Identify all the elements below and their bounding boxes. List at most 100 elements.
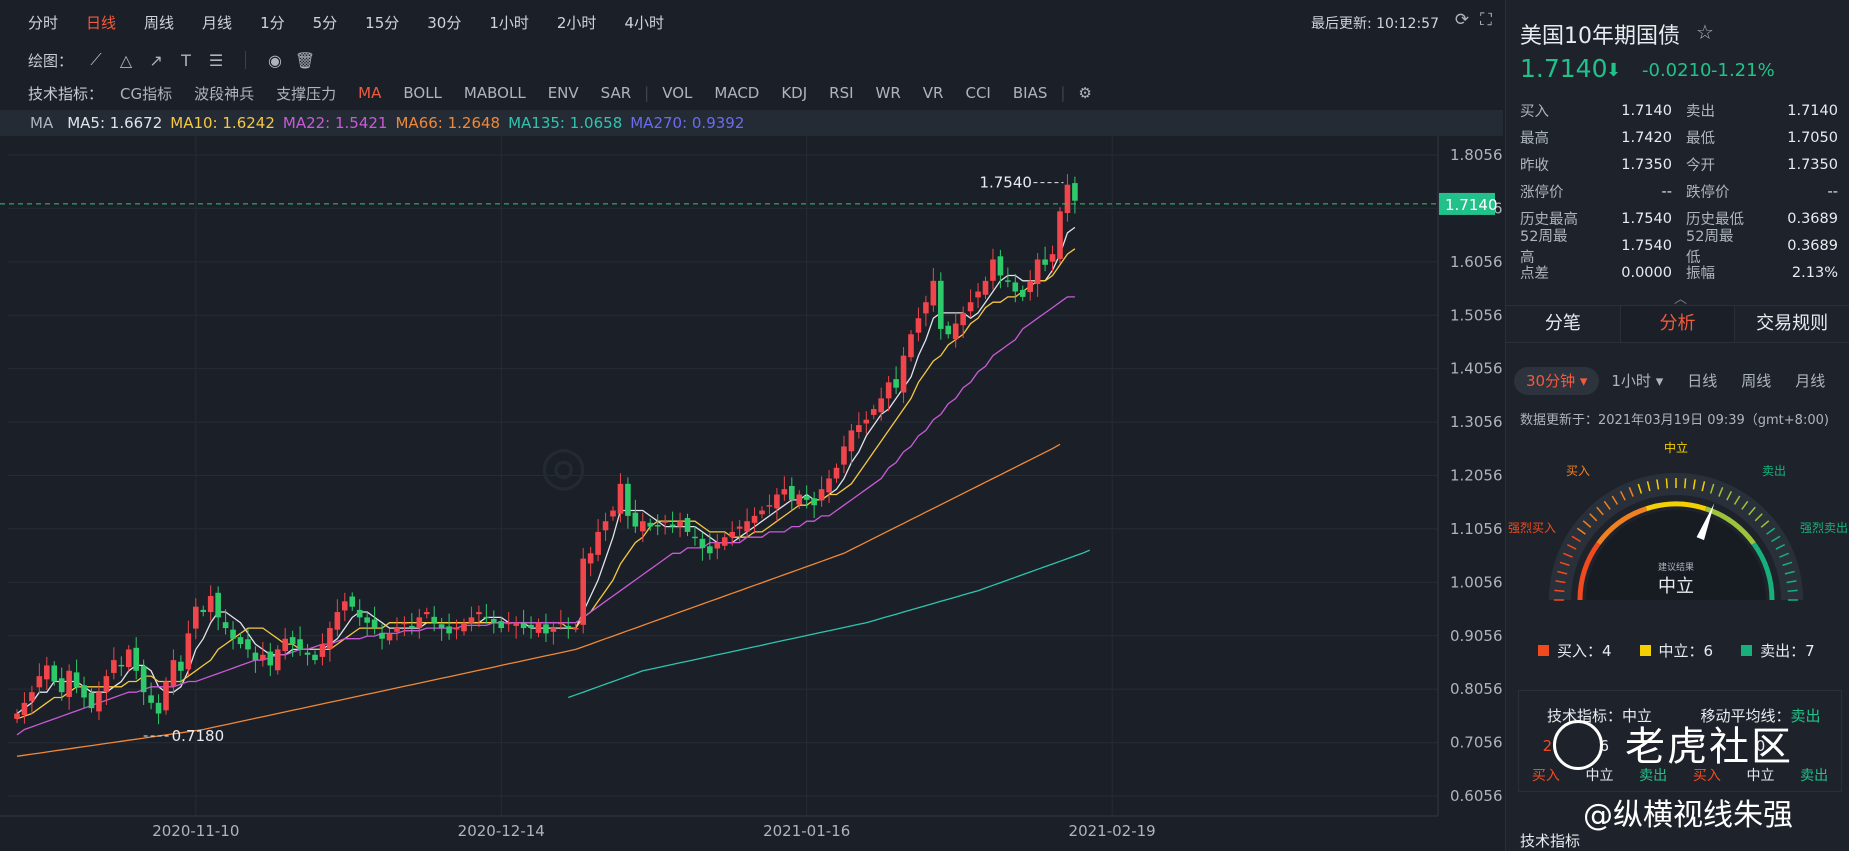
ma-line-ma135 — [568, 549, 1091, 699]
text-tool-icon[interactable]: T — [181, 50, 191, 70]
indicator-7[interactable]: SAR — [600, 84, 632, 102]
sub-indicator-7[interactable]: BIAS — [1012, 84, 1048, 102]
sub-indicator-1[interactable]: MACD — [714, 84, 760, 102]
gauge-tick — [1656, 479, 1660, 490]
candle — [870, 404, 877, 420]
gauge-tick — [1557, 570, 1568, 575]
timeframe-tab-4[interactable]: 月线 — [1795, 372, 1826, 390]
candle — [334, 599, 341, 637]
candlestick-chart[interactable]: 1.80561.70561.60561.50561.40561.30561.20… — [0, 136, 1503, 851]
indicator-1[interactable]: 波段神兵 — [194, 84, 255, 103]
tab-0[interactable]: 分笔 — [1506, 306, 1621, 342]
indicator-6[interactable]: ENV — [547, 84, 579, 102]
candle — [759, 506, 765, 519]
legend-item-1: 中立：6 — [1639, 640, 1713, 661]
sub-indicator-3[interactable]: RSI — [829, 84, 854, 102]
candle — [401, 616, 408, 637]
period-tab-5[interactable]: 5分 — [312, 13, 338, 32]
trash-icon[interactable]: 🗑 — [294, 50, 316, 70]
quote-panel: 美国10年期国债 ☆ 1.7140 ⬇ -0.0210 -1.21% 买入 1.7… — [1505, 0, 1849, 851]
ma-line-ma66 — [16, 443, 1061, 757]
chart-watermark: ◎ — [540, 434, 587, 497]
period-tab-10[interactable]: 4小时 — [624, 13, 664, 32]
candle — [111, 647, 117, 680]
ma-value-6: MA270: 0.9392 — [630, 114, 745, 132]
gauge-label-3: 卖出 — [1762, 464, 1786, 478]
watermark-title: 老虎社区 — [1625, 724, 1793, 770]
settings-gear-icon[interactable]: ⚙ — [1078, 84, 1092, 102]
period-tab-8[interactable]: 1小时 — [489, 13, 529, 32]
candle — [625, 477, 631, 529]
line-tool-icon[interactable]: ⟋ — [90, 50, 102, 69]
refresh-icon[interactable]: ⟳ — [1454, 10, 1470, 30]
timeframe-tab-1[interactable]: 1小时 ▾ — [1611, 372, 1664, 390]
period-tab-3[interactable]: 月线 — [202, 13, 233, 32]
y-tick-label: 0.6056 — [1450, 787, 1503, 805]
period-tab-7[interactable]: 30分 — [427, 13, 462, 32]
gauge-tick — [1684, 478, 1687, 489]
indicator-4[interactable]: BOLL — [403, 84, 442, 102]
candle — [528, 616, 534, 639]
candle — [885, 375, 892, 412]
period-tab-4[interactable]: 1分 — [260, 13, 285, 32]
period-tab-1[interactable]: 日线 — [86, 13, 117, 32]
candle — [125, 645, 132, 672]
stat-value: 1.7540 — [1621, 237, 1672, 254]
ma-value-3: MA22: 1.5421 — [282, 114, 388, 132]
fullscreen-icon[interactable]: ⛶ — [1480, 10, 1492, 30]
tab-2[interactable]: 交易规则 — [1735, 306, 1849, 342]
gauge-tick — [1701, 481, 1706, 492]
y-tick-label: 0.8056 — [1450, 680, 1503, 698]
current-price-label: 1.7140 — [1445, 196, 1498, 214]
period-tab-2[interactable]: 周线 — [144, 13, 175, 32]
down-arrow-icon: ⬇ — [1606, 60, 1622, 81]
indicator-3[interactable]: MA — [358, 84, 382, 102]
sub-indicator-6[interactable]: CCI — [965, 84, 991, 102]
timeframe-tab-3[interactable]: 周线 — [1741, 372, 1772, 390]
sub-indicator-4[interactable]: WR — [875, 84, 901, 102]
fib-tool-icon[interactable]: ☰ — [208, 50, 224, 70]
sub-indicator-2[interactable]: KDJ — [781, 84, 808, 102]
ma-count-neutral: 0 — [1755, 737, 1766, 755]
gauge-tick — [1566, 543, 1577, 550]
sub-indicator-5[interactable]: VR — [922, 84, 944, 102]
tech-indicator-summary: 技术指标：中立 — [1519, 705, 1680, 726]
ma-label-sell: 卖出 — [1800, 768, 1829, 784]
tech-indicator-value: 中立 — [1622, 707, 1653, 725]
ma-value-5: MA135: 1.0658 — [508, 114, 623, 132]
timeframe-tab-0[interactable]: 30分钟 ▾ — [1514, 367, 1600, 395]
stat-key: 最低 — [1686, 131, 1715, 147]
tab-1[interactable]: 分析 — [1620, 306, 1736, 342]
stat-value: -- — [1661, 183, 1672, 200]
candle — [73, 659, 80, 694]
candle — [491, 610, 497, 634]
stat-row: 买入 1.7140 卖出 1.7140 — [1520, 97, 1840, 124]
period-tab-9[interactable]: 2小时 — [556, 13, 597, 32]
y-tick-label: 1.0056 — [1450, 573, 1503, 591]
candle — [356, 599, 363, 626]
indicator-0[interactable]: CG指标 — [120, 84, 173, 103]
gauge-tick — [1603, 500, 1611, 510]
candle — [289, 630, 296, 657]
period-tab-0[interactable]: 分时 — [28, 13, 59, 32]
triangle-tool-icon[interactable]: △ — [119, 50, 133, 70]
timeframe-tab-2[interactable]: 日线 — [1687, 372, 1718, 390]
candle — [1034, 253, 1041, 297]
candle — [848, 424, 855, 465]
gauge-tick — [1665, 478, 1668, 489]
candle — [14, 709, 20, 724]
period-tab-6[interactable]: 15分 — [365, 13, 400, 32]
divider: | — [644, 84, 650, 102]
indicator-2[interactable]: 支撑压力 — [276, 84, 337, 103]
sub-indicator-0[interactable]: VOL — [662, 84, 693, 102]
collapse-icon[interactable]: ︿ — [1674, 292, 1688, 307]
eye-icon[interactable]: ◉ — [268, 50, 282, 70]
indicator-5[interactable]: MABOLL — [463, 84, 526, 102]
star-icon[interactable]: ☆ — [1696, 20, 1714, 44]
candle — [461, 618, 467, 636]
arrow-tool-icon[interactable]: ↗ — [149, 50, 163, 70]
legend-swatch — [1639, 645, 1651, 656]
gauge-segment — [1645, 501, 1707, 512]
gauge-segment — [1577, 542, 1601, 601]
